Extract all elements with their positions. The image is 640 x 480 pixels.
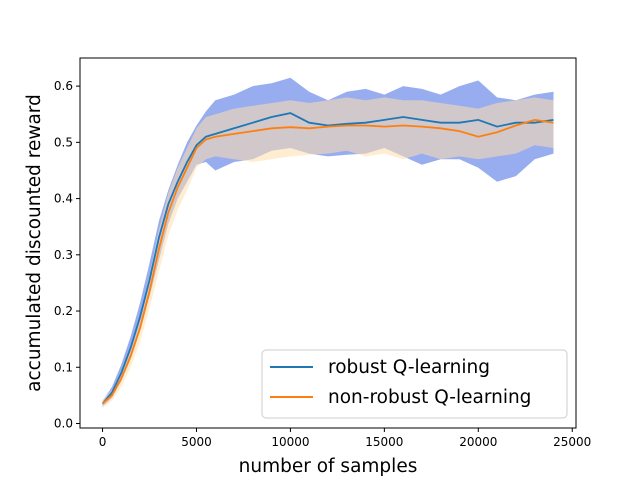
legend-box bbox=[261, 349, 568, 419]
y-tick-label: 0.5 bbox=[54, 135, 73, 149]
series-line-0 bbox=[101, 112, 554, 405]
y-axis: 0.0 0.1 0.2 0.3 0.4 0.5 0.6 bbox=[54, 79, 80, 431]
y-tick-label: 0.6 bbox=[54, 79, 73, 93]
legend-label-1: non-robust Q-learning bbox=[328, 387, 531, 408]
x-tick-label: 25000 bbox=[553, 435, 591, 449]
y-tick-label: 0.1 bbox=[54, 360, 73, 374]
y-tick-label: 0.0 bbox=[54, 417, 73, 431]
x-tick-label: 0 bbox=[99, 435, 107, 449]
x-tick-label: 5000 bbox=[181, 435, 212, 449]
y-tick-label: 0.4 bbox=[54, 192, 73, 206]
x-tick-label: 15000 bbox=[365, 435, 403, 449]
y-tick-label: 0.3 bbox=[54, 248, 73, 262]
y-tick-label: 0.2 bbox=[54, 304, 73, 318]
x-tick-label: 10000 bbox=[271, 435, 309, 449]
y-axis-label: accumulated discounted reward bbox=[24, 94, 45, 392]
legend: robust Q-learning non-robust Q-learning bbox=[261, 349, 568, 419]
x-tick-label: 20000 bbox=[459, 435, 497, 449]
legend-label-0: robust Q-learning bbox=[328, 357, 490, 378]
plot-frame bbox=[79, 57, 577, 429]
confidence-band-0 bbox=[102, 77, 554, 407]
x-axis-label: number of samples bbox=[239, 456, 418, 477]
x-axis: 0 5000 10000 15000 20000 25000 bbox=[99, 428, 591, 449]
series-lines bbox=[101, 112, 554, 405]
series-line-1 bbox=[101, 118, 554, 405]
